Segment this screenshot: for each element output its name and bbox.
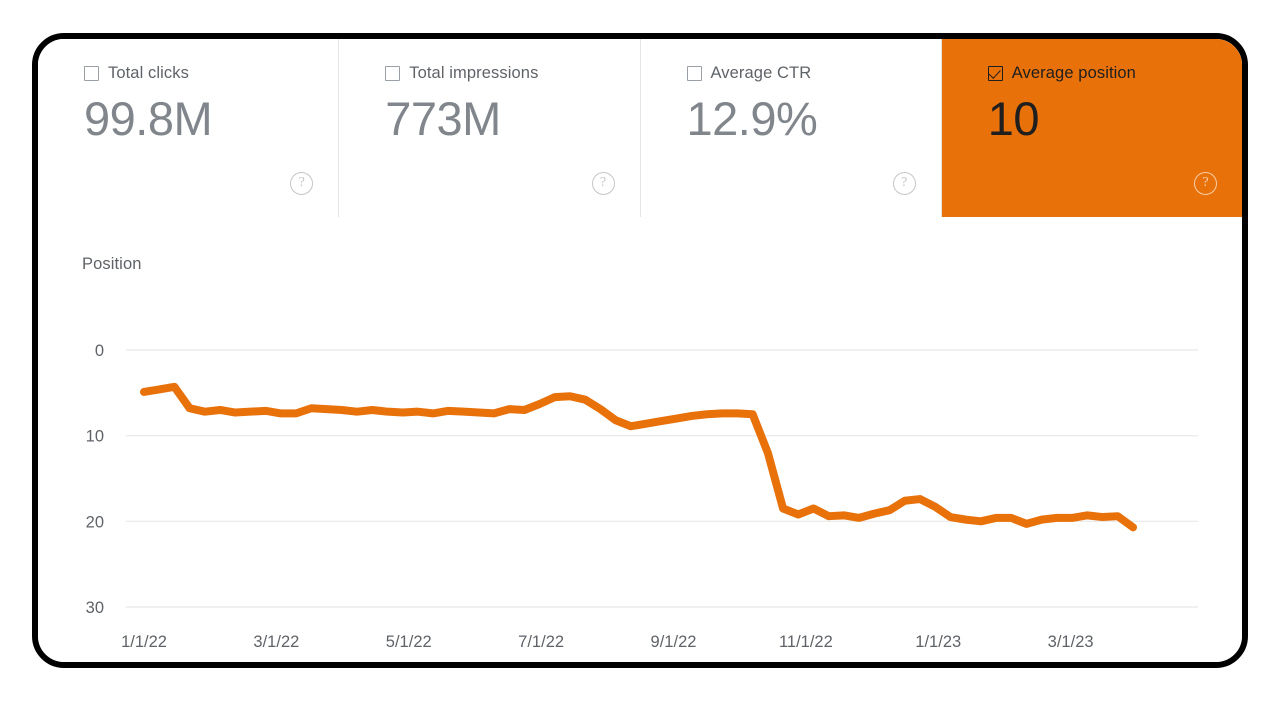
metric-value: 99.8M <box>84 92 213 145</box>
metric-checkbox[interactable] <box>987 65 1003 81</box>
metric-card-average-position[interactable]: Average position 10 ? <box>941 39 1242 217</box>
y-axis-tick-label: 0 <box>95 342 104 360</box>
chart-area: Position 0 10 20 30 1/1/22 3/1/22 5/1/22 7/1/22… <box>38 217 1242 662</box>
metric-card-total-impressions[interactable]: Total impressions 773M ? <box>339 39 641 217</box>
position-line-chart: 0 10 20 30 1/1/22 3/1/22 5/1/22 7/1/22 9/1/22 11/… <box>86 342 1198 651</box>
performance-panel: Total clicks 99.8M ? Total impressions 7… <box>32 33 1248 668</box>
y-axis-tick-label: 20 <box>86 513 104 531</box>
metric-card-total-clicks[interactable]: Total clicks 99.8M ? <box>38 39 340 217</box>
metric-tab-strip: Total clicks 99.8M ? Total impressions 7… <box>38 39 1242 218</box>
metric-value: 10 <box>987 92 1040 145</box>
metric-label: Total clicks <box>108 63 189 82</box>
y-axis-tick-label: 10 <box>86 428 104 446</box>
metric-header: Total impressions <box>385 63 639 83</box>
help-icon[interactable]: ? <box>1194 172 1217 195</box>
metric-card-average-ctr[interactable]: Average CTR 12.9% ? <box>640 39 942 217</box>
metric-value: 773M <box>385 92 501 145</box>
help-icon[interactable]: ? <box>892 172 916 195</box>
help-icon[interactable]: ? <box>290 172 314 195</box>
x-axis-tick-label: 3/1/22 <box>253 633 299 651</box>
metric-label: Total impressions <box>409 63 539 82</box>
x-axis-tick-label: 7/1/22 <box>518 633 564 651</box>
metric-checkbox[interactable] <box>686 65 702 81</box>
metric-label: Average CTR <box>710 63 812 82</box>
x-axis-tick-label: 1/1/23 <box>915 633 961 651</box>
metric-header: Total clicks <box>84 63 338 83</box>
help-icon[interactable]: ? <box>591 172 615 195</box>
x-axis-tick-label: 1/1/22 <box>121 633 167 651</box>
x-axis-tick-label: 3/1/23 <box>1048 633 1094 651</box>
x-axis-tick-label: 9/1/22 <box>651 633 697 651</box>
x-axis-tick-label: 11/1/22 <box>779 633 833 651</box>
chart-axis-title: Position <box>82 255 142 273</box>
metric-header: Average CTR <box>686 63 941 83</box>
metric-value: 12.9% <box>686 92 818 145</box>
metric-checkbox[interactable] <box>385 65 401 81</box>
metric-checkbox[interactable] <box>84 65 99 81</box>
metric-header: Average position <box>987 63 1242 83</box>
check-icon <box>987 65 1001 79</box>
y-axis-tick-label: 30 <box>86 599 104 617</box>
series-line-average-position <box>140 382 1137 532</box>
x-axis-tick-label: 5/1/22 <box>386 633 432 651</box>
metric-label: Average position <box>1011 63 1136 82</box>
